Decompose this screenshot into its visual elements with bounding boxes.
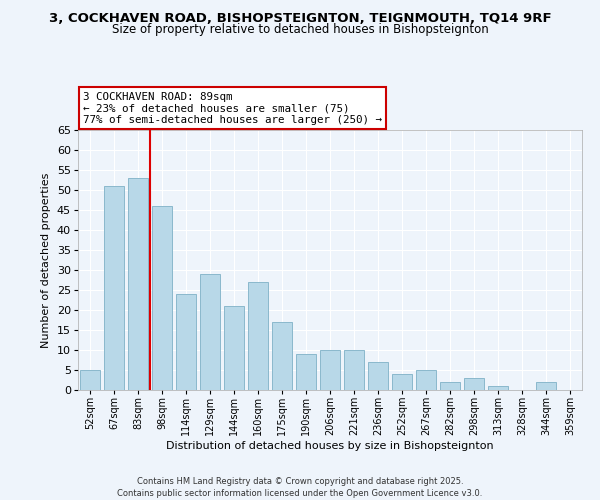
- Bar: [392, 374, 412, 390]
- Bar: [224, 306, 244, 390]
- Bar: [272, 322, 292, 390]
- Bar: [296, 354, 316, 390]
- Bar: [248, 282, 268, 390]
- Bar: [488, 386, 508, 390]
- X-axis label: Distribution of detached houses by size in Bishopsteignton: Distribution of detached houses by size …: [166, 440, 494, 450]
- Bar: [320, 350, 340, 390]
- Bar: [152, 206, 172, 390]
- Text: 3 COCKHAVEN ROAD: 89sqm
← 23% of detached houses are smaller (75)
77% of semi-de: 3 COCKHAVEN ROAD: 89sqm ← 23% of detache…: [83, 92, 382, 125]
- Bar: [80, 370, 100, 390]
- Bar: [344, 350, 364, 390]
- Bar: [200, 274, 220, 390]
- Bar: [536, 382, 556, 390]
- Text: Contains HM Land Registry data © Crown copyright and database right 2025.
Contai: Contains HM Land Registry data © Crown c…: [118, 476, 482, 498]
- Bar: [440, 382, 460, 390]
- Bar: [416, 370, 436, 390]
- Text: Size of property relative to detached houses in Bishopsteignton: Size of property relative to detached ho…: [112, 22, 488, 36]
- Bar: [128, 178, 148, 390]
- Y-axis label: Number of detached properties: Number of detached properties: [41, 172, 52, 348]
- Bar: [104, 186, 124, 390]
- Bar: [368, 362, 388, 390]
- Text: 3, COCKHAVEN ROAD, BISHOPSTEIGNTON, TEIGNMOUTH, TQ14 9RF: 3, COCKHAVEN ROAD, BISHOPSTEIGNTON, TEIG…: [49, 12, 551, 26]
- Bar: [464, 378, 484, 390]
- Bar: [176, 294, 196, 390]
